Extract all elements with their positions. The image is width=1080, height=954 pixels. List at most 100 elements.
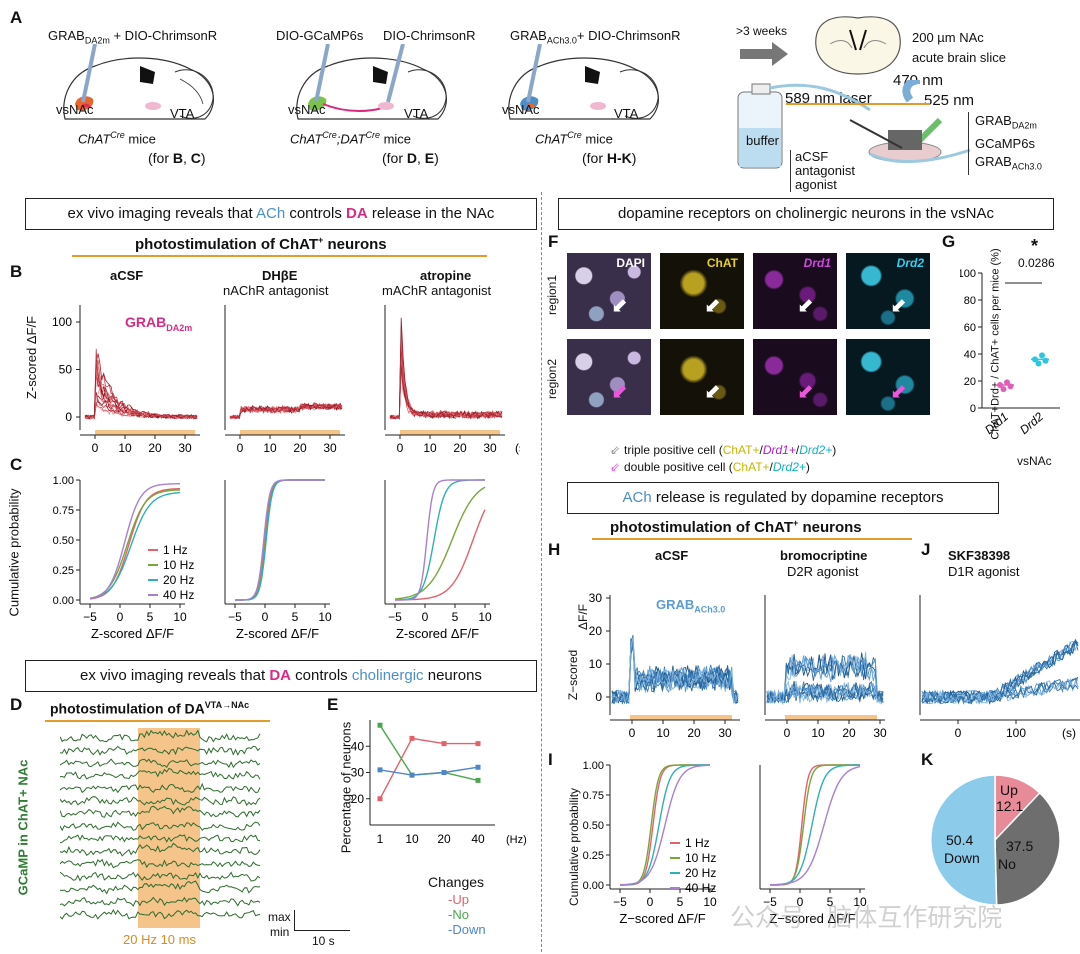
panel-g-scatter: 0 20 40 60 80 100 Drd1 Drd2 [960, 268, 1060, 437]
panel-e-point [409, 772, 415, 778]
panel-b-xtick-label: 0 [397, 441, 404, 455]
panel-c-cdf: −5 0 5 10 Z-scored ΔF/F 0.00 0.25 0.50 0.75 1.00 −… [53, 475, 492, 641]
panel-b-sensor: GRABDA2m [125, 314, 193, 333]
panel-i-letter: I [548, 750, 553, 769]
panel-b-xtick-label: 10 [423, 441, 437, 455]
panel-c-xtick-label: −5 [228, 610, 242, 624]
panel-h-xtick-label: 0 [629, 726, 636, 740]
panel-b-trace [84, 359, 198, 420]
panel-g-xtick-label: Drd1 [982, 410, 1011, 437]
panel-k-letter: K [921, 750, 934, 769]
pie-no-value: 37.5 [1006, 838, 1034, 854]
panel-g-point [1035, 360, 1042, 367]
panel-e-letter: E [327, 695, 339, 714]
panel-g-point [1007, 383, 1014, 390]
panel-e-ytick-label: 20 [351, 792, 365, 806]
pie-slice-no [994, 791, 1061, 906]
panel-c-xtick-label: 5 [452, 610, 459, 624]
panel-b-trace [389, 356, 503, 420]
panel-g-letter: G [942, 232, 956, 251]
panel-c-letter: C [10, 455, 23, 474]
panel-e-point [377, 767, 383, 773]
panel-b-xtick-label: 0 [237, 441, 244, 455]
panel-b-cond3: atropine [420, 268, 472, 283]
panel-e-legend-title: Changes [428, 874, 485, 890]
panel-e-xtick-label: 10 [405, 832, 419, 846]
panel-h-xtick-label: 30 [718, 726, 732, 740]
panel-g-xtick-label: Drd2 [1017, 409, 1046, 437]
panel-i-xtick-label: 0 [797, 895, 804, 909]
panel-e-xunit: (Hz) [506, 834, 527, 846]
panel-d-trace [60, 896, 261, 907]
panel-c-cdf-line [235, 479, 325, 601]
title-box-ach-release: ACh release is regulated by dopamine rec… [567, 482, 999, 514]
panel-g-point [1004, 379, 1010, 386]
panel-j-xunit: (s) [1062, 726, 1076, 740]
panel-h-letter: H [548, 540, 561, 559]
panel-b-xtick-label: 20 [293, 441, 307, 455]
panel-c-xtick-label: 10 [478, 610, 492, 624]
panel-c-cdf-line [395, 479, 485, 601]
micrograph-r1-chat: ChAT ⬋ [660, 253, 744, 329]
title-box-da-release: ex vivo imaging reveals that ACh control… [25, 198, 537, 230]
panel-h-cond2-sub: D2R agonist [787, 564, 859, 579]
panel-f-row1: region1 [545, 274, 560, 316]
panel-e-series-line [379, 737, 478, 800]
mouse3-vta: VTA [614, 106, 639, 121]
panel-b-stim-bar [240, 430, 340, 435]
panel-g-star: * [1031, 236, 1039, 256]
panel-g-point [1000, 386, 1007, 393]
cell-arrow-icon: ⬋ [890, 295, 907, 317]
cell-arrow-icon: ⬋ [704, 295, 721, 317]
panel-b-xtick-label: 30 [483, 441, 497, 455]
sensor-list: GRABDA2m GCaMP6s GRABACh3.0 [968, 112, 1042, 176]
photostim-title-b: photostimulation of ChAT+ neurons [135, 235, 387, 253]
photostim-bar-b [72, 255, 487, 257]
panel-c-ytick-label: 0.75 [53, 505, 74, 517]
panel-c-cdf-line [89, 483, 180, 600]
panel-h-xtick-label: 100 [1006, 726, 1026, 740]
panel-b-cond1: aCSF [110, 268, 144, 283]
panel-h-xtick-label: 20 [687, 726, 701, 740]
panel-h-xtick-label: 30 [873, 726, 887, 740]
panel-c-xlabel: Z-scored ΔF/F [396, 626, 479, 641]
panel-d-trace [60, 796, 261, 807]
panel-d-traces [60, 728, 261, 928]
micrograph-label: Drd2 [896, 256, 924, 270]
panel-b-xtick-label: 0 [92, 441, 99, 455]
panel-k-pie [930, 774, 1061, 906]
panel-d-letter: D [10, 695, 23, 714]
micrograph-r2-chat: ⬋ [660, 339, 744, 415]
panel-i-xtick-label: 5 [677, 895, 684, 909]
panel-d-trace [60, 821, 261, 832]
photostim-bar-d [45, 720, 270, 722]
panel-b-cond2-sub: nAChR antagonist [223, 283, 329, 298]
panel-d-trace [60, 768, 261, 780]
panel-c-xtick-label: 0 [422, 610, 429, 624]
weeks-label: >3 weeks [736, 24, 788, 38]
panel-g-point [1042, 357, 1049, 364]
panel-e-line-chart: 20 30 40 1 10 20 40 (Hz) [351, 720, 527, 846]
panel-d-trace [60, 842, 261, 857]
panel-c-cdf-line [235, 479, 325, 601]
panel-c-legend-label: 10 Hz [163, 558, 194, 572]
buffer-label: buffer [746, 133, 780, 148]
panel-i-xtick-label: 0 [647, 895, 654, 909]
title-box-dopamine-receptors: dopamine receptors on cholinergic neuron… [558, 198, 1054, 230]
panel-e-point [377, 796, 383, 802]
panel-d-trace [60, 758, 261, 769]
slice-line2: acute brain slice [912, 50, 1006, 65]
panel-b-cond2: DHβE [262, 268, 298, 283]
panel-b-traces: 0 10 20 30 0 50 100 0 10 20 30 0 10 20 30 (s) [52, 305, 520, 455]
setup-diagram [737, 80, 971, 169]
panel-h-sensor: GRABACh3.0 [656, 597, 726, 615]
cell-arrow-icon: ⬋ [797, 381, 814, 403]
panel-c-xtick-label: 10 [173, 610, 187, 624]
panel-g-ytick-label: 20 [964, 376, 976, 388]
panel-c-xtick-label: 0 [262, 610, 269, 624]
panel-c-ytick-label: 0.25 [53, 565, 74, 577]
panel-d-min: min [270, 925, 290, 939]
panel-g-point [1039, 352, 1045, 359]
mouse2-vta: VTA [404, 106, 429, 121]
panel-c-xtick-label: −5 [83, 610, 97, 624]
